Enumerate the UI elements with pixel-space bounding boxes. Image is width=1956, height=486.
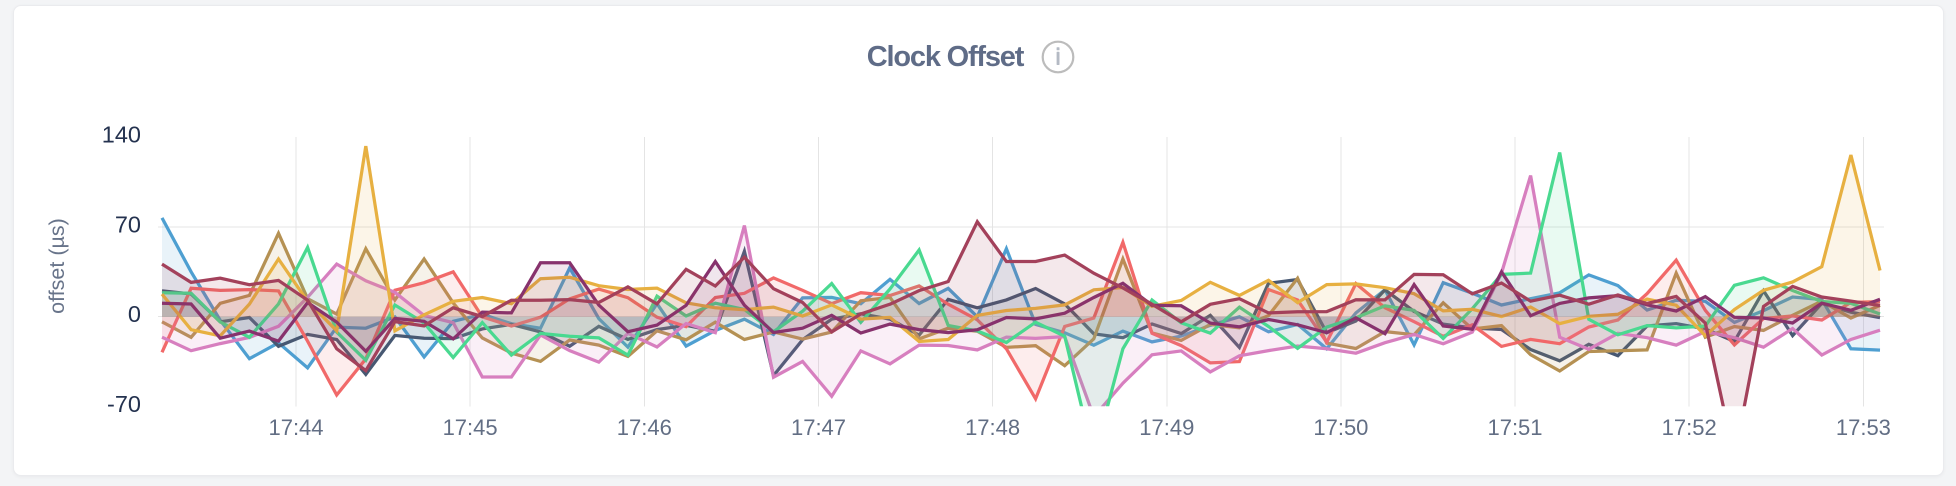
svg-text:17:45: 17:45	[443, 415, 498, 440]
svg-text:17:52: 17:52	[1662, 415, 1717, 440]
svg-text:17:47: 17:47	[791, 415, 846, 440]
svg-text:0: 0	[128, 301, 141, 327]
svg-text:17:48: 17:48	[965, 415, 1020, 440]
svg-text:140: 140	[102, 122, 141, 148]
svg-text:-70: -70	[107, 391, 141, 417]
svg-text:17:53: 17:53	[1836, 415, 1891, 440]
svg-text:17:49: 17:49	[1139, 415, 1194, 440]
svg-text:17:44: 17:44	[268, 415, 323, 440]
svg-text:17:50: 17:50	[1313, 415, 1368, 440]
svg-text:offset (µs): offset (µs)	[45, 218, 69, 314]
svg-text:17:46: 17:46	[617, 415, 672, 440]
svg-text:17:51: 17:51	[1487, 415, 1542, 440]
svg-text:70: 70	[115, 211, 141, 237]
